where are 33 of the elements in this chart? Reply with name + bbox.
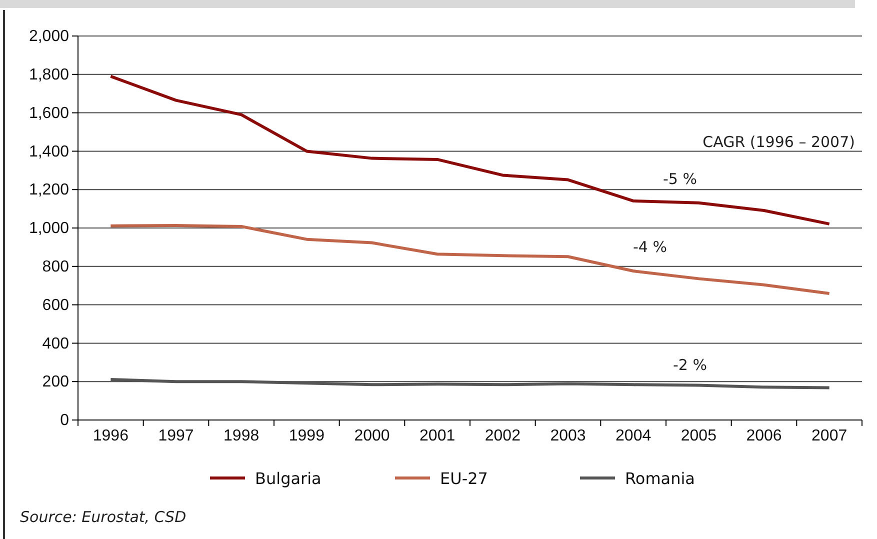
x-tick-label: 2002 bbox=[484, 428, 521, 445]
annotation: CAGR (1996 – 2007) bbox=[702, 133, 855, 151]
x-tick-label: 2006 bbox=[746, 428, 782, 445]
y-tick-label: 1,000 bbox=[28, 220, 70, 238]
line-series bbox=[109, 378, 831, 390]
x-tick-label: 2007 bbox=[812, 428, 848, 445]
y-tick-label: 400 bbox=[42, 335, 70, 352]
y-tick-label: 2,000 bbox=[28, 28, 70, 46]
y-tick-label: 1,600 bbox=[28, 104, 70, 122]
y-tick-label: 800 bbox=[42, 258, 70, 276]
annotation: -5 % bbox=[663, 170, 697, 188]
legend-label: EU-27 bbox=[440, 469, 488, 488]
x-tick-label: 1996 bbox=[92, 428, 129, 445]
annotation: -4 % bbox=[633, 238, 667, 256]
x-tick-label: 2005 bbox=[680, 428, 717, 445]
y-tick-label: 0 bbox=[60, 412, 70, 430]
x-tick-label: 2001 bbox=[420, 428, 456, 445]
y-tick-label: 1,800 bbox=[28, 66, 70, 84]
legend-label: Romania bbox=[625, 469, 695, 488]
x-tick-label: 2000 bbox=[354, 428, 390, 445]
annotation: -2 % bbox=[673, 356, 707, 374]
x-tick-label: 2004 bbox=[616, 428, 652, 445]
x-tick-label: 1998 bbox=[224, 428, 260, 445]
x-tick-label: 2003 bbox=[550, 428, 586, 445]
y-tick-label: 1,400 bbox=[28, 143, 70, 160]
line-series bbox=[109, 224, 831, 295]
x-tick-label: 1997 bbox=[158, 428, 194, 445]
y-tick-label: 600 bbox=[42, 296, 70, 314]
y-tick-label: 200 bbox=[42, 374, 70, 391]
x-tick-label: 1999 bbox=[288, 428, 325, 445]
y-tick-label: 1,200 bbox=[28, 182, 70, 199]
source-note: Source: Eurostat, CSD bbox=[20, 508, 186, 526]
legend-label: Bulgaria bbox=[255, 469, 322, 488]
